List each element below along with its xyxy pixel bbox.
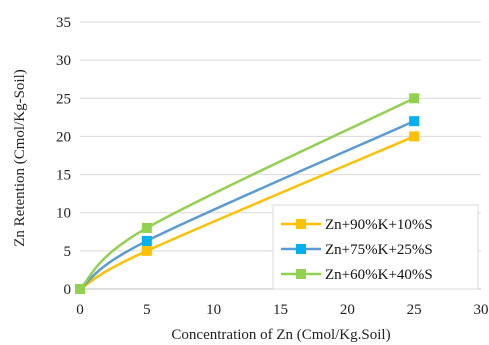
y-tick-label: 15 [56,168,71,184]
legend-marker [296,219,306,229]
data-point-marker [141,222,152,233]
x-tick-label: 0 [76,302,84,318]
legend-label: Zn+90%K+10%S [325,217,433,233]
y-tick-label: 0 [64,282,72,298]
y-tick-label: 25 [56,91,71,107]
x-tick-label: 5 [143,302,151,318]
x-tick-label: 30 [474,302,489,318]
y-tick-label: 20 [56,129,71,145]
series-line [79,97,415,290]
series-group [75,93,420,294]
series-line [79,120,415,291]
y-axis-label: Zn Retention (Cmol/Kg-Soil) [12,69,28,247]
y-tick-label: 5 [64,244,72,260]
legend-label: Zn+60%K+40%S [325,267,433,283]
x-tick-label: 10 [206,302,221,318]
legend-item: Zn+75%K+25%S [281,242,433,258]
legend-marker [296,269,306,279]
data-point-marker [141,245,152,256]
y-tick-label: 35 [56,15,71,31]
legend-item: Zn+60%K+40%S [281,267,433,283]
legend-item: Zn+90%K+10%S [281,217,433,233]
y-tick-label: 10 [56,206,71,222]
y-tick-label: 30 [56,53,71,69]
series-3 [75,93,420,294]
data-point-marker [75,284,85,294]
series-line [79,135,415,291]
legend-label: Zn+75%K+25%S [325,242,433,258]
data-point-marker [409,131,420,142]
x-axis-label: Concentration of Zn (Cmol/Kg.Soil) [171,327,390,343]
legend: Zn+90%K+10%S Zn+75%K+25%S Zn+60%K+40%S [272,204,479,290]
data-point-marker [409,93,420,104]
x-tick-label: 20 [340,302,355,318]
gridlines [80,21,481,252]
x-tick-label: 25 [407,302,422,318]
x-tick-label: 15 [273,302,288,318]
legend-marker [296,244,306,254]
data-point-marker [141,235,152,246]
data-point-marker [409,116,420,127]
tick-labels: 0 5 10 15 20 25 30 35 0 5 10 15 20 25 30 [56,15,489,318]
